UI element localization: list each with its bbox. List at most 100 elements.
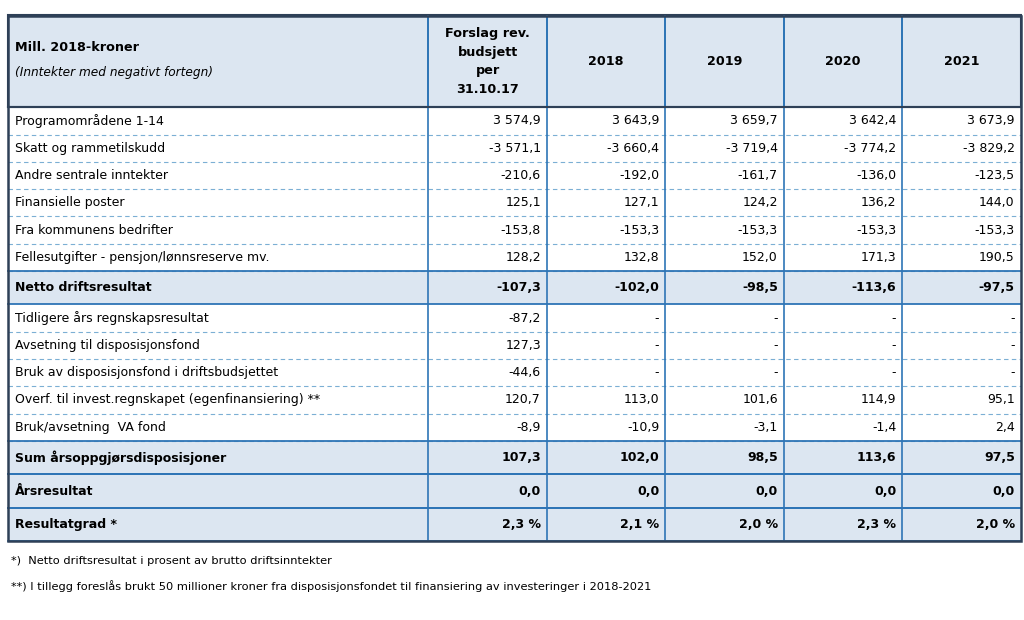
Text: per: per — [475, 64, 500, 77]
Text: *)  Netto driftsresultat i prosent av brutto driftsinntekter: *) Netto driftsresultat i prosent av bru… — [11, 556, 332, 566]
Text: Mill. 2018-kroner: Mill. 2018-kroner — [15, 42, 139, 54]
Text: 124,2: 124,2 — [742, 197, 778, 209]
Text: Skatt og rammetilskudd: Skatt og rammetilskudd — [15, 142, 166, 154]
Text: Avsetning til disposisjonsfond: Avsetning til disposisjonsfond — [15, 339, 201, 352]
Text: 3 643,9: 3 643,9 — [612, 115, 659, 127]
Bar — [8, 107, 1021, 135]
Text: Finansielle poster: Finansielle poster — [15, 197, 125, 209]
Text: 128,2: 128,2 — [505, 251, 541, 264]
Text: 2,4: 2,4 — [995, 421, 1015, 433]
Text: Sum årsoppgjørsdisposisjoner: Sum årsoppgjørsdisposisjoner — [15, 450, 226, 465]
Text: 127,3: 127,3 — [505, 339, 541, 352]
Text: Bruk av disposisjonsfond i driftsbudsjettet: Bruk av disposisjonsfond i driftsbudsjet… — [15, 366, 279, 379]
Text: -: - — [773, 312, 778, 324]
Text: -153,3: -153,3 — [737, 224, 778, 236]
Text: Resultatgrad *: Resultatgrad * — [15, 518, 118, 531]
Text: 2021: 2021 — [944, 55, 979, 68]
Text: Fellesutgifter - pensjon/lønnsreserve mv.: Fellesutgifter - pensjon/lønnsreserve mv… — [15, 251, 270, 264]
Bar — [8, 271, 1021, 304]
Text: Overf. til invest.regnskapet (egenfinansiering) **: Overf. til invest.regnskapet (egenfinans… — [15, 394, 321, 406]
Text: -: - — [773, 366, 778, 379]
Text: 114,9: 114,9 — [861, 394, 896, 406]
Text: -153,3: -153,3 — [620, 224, 659, 236]
Text: 0,0: 0,0 — [756, 485, 778, 497]
Bar — [8, 359, 1021, 386]
Text: -: - — [773, 339, 778, 352]
Text: -: - — [892, 339, 896, 352]
Text: 2019: 2019 — [707, 55, 742, 68]
Text: 31.10.17: 31.10.17 — [457, 83, 519, 95]
Text: -44,6: -44,6 — [509, 366, 541, 379]
Text: -: - — [1011, 339, 1015, 352]
Text: 2,0 %: 2,0 % — [738, 518, 778, 531]
Text: 107,3: 107,3 — [501, 451, 541, 464]
Bar — [8, 216, 1021, 244]
Text: 3 642,4: 3 642,4 — [849, 115, 896, 127]
Text: 98,5: 98,5 — [748, 451, 778, 464]
Text: -123,5: -123,5 — [975, 169, 1015, 182]
Text: budsjett: budsjett — [458, 46, 518, 58]
Text: -113,6: -113,6 — [852, 281, 896, 294]
Text: -1,4: -1,4 — [872, 421, 896, 433]
Text: -87,2: -87,2 — [509, 312, 541, 324]
Text: 0,0: 0,0 — [874, 485, 896, 497]
Text: -: - — [892, 312, 896, 324]
Text: Forslag rev.: Forslag rev. — [445, 27, 530, 40]
Text: -: - — [892, 366, 896, 379]
Text: -3,1: -3,1 — [754, 421, 778, 433]
Bar — [8, 474, 1021, 508]
Text: 101,6: 101,6 — [742, 394, 778, 406]
Text: 3 673,9: 3 673,9 — [968, 115, 1015, 127]
Text: -8,9: -8,9 — [516, 421, 541, 433]
Text: 171,3: 171,3 — [860, 251, 896, 264]
Text: 190,5: 190,5 — [979, 251, 1015, 264]
Bar — [8, 332, 1021, 359]
Text: -3 571,1: -3 571,1 — [488, 142, 541, 154]
Text: 2,3 %: 2,3 % — [502, 518, 541, 531]
Text: **) I tillegg foreslås brukt 50 millioner kroner fra disposisjonsfondet til fina: **) I tillegg foreslås brukt 50 millione… — [11, 580, 651, 592]
Text: -10,9: -10,9 — [627, 421, 659, 433]
Text: -: - — [654, 366, 659, 379]
Text: 113,6: 113,6 — [857, 451, 896, 464]
Text: 2018: 2018 — [589, 55, 624, 68]
Text: -136,0: -136,0 — [856, 169, 896, 182]
Text: -3 829,2: -3 829,2 — [963, 142, 1015, 154]
Text: Fra kommunens bedrifter: Fra kommunens bedrifter — [15, 224, 173, 236]
Text: 97,5: 97,5 — [984, 451, 1015, 464]
Text: -: - — [654, 339, 659, 352]
Text: 0,0: 0,0 — [992, 485, 1015, 497]
Text: -: - — [1011, 312, 1015, 324]
Text: 3 574,9: 3 574,9 — [494, 115, 541, 127]
Bar — [8, 304, 1021, 332]
Text: 95,1: 95,1 — [987, 394, 1015, 406]
Bar — [8, 508, 1021, 541]
Text: Andre sentrale inntekter: Andre sentrale inntekter — [15, 169, 168, 182]
Text: Bruk/avsetning  VA fond: Bruk/avsetning VA fond — [15, 421, 166, 433]
Text: Netto driftsresultat: Netto driftsresultat — [15, 281, 152, 294]
Text: -192,0: -192,0 — [620, 169, 659, 182]
Text: -3 774,2: -3 774,2 — [844, 142, 896, 154]
Text: -3 660,4: -3 660,4 — [607, 142, 659, 154]
Text: 0,0: 0,0 — [518, 485, 541, 497]
Text: 144,0: 144,0 — [979, 197, 1015, 209]
Text: 120,7: 120,7 — [505, 394, 541, 406]
Text: 152,0: 152,0 — [742, 251, 778, 264]
Text: Årsresultat: Årsresultat — [15, 485, 94, 497]
Text: 132,8: 132,8 — [624, 251, 659, 264]
Text: -107,3: -107,3 — [496, 281, 541, 294]
Bar — [8, 16, 1021, 107]
Text: (Inntekter med negativt fortegn): (Inntekter med negativt fortegn) — [15, 66, 213, 79]
Text: Tidligere års regnskapsresultat: Tidligere års regnskapsresultat — [15, 311, 209, 325]
Text: -97,5: -97,5 — [979, 281, 1015, 294]
Text: 2,0 %: 2,0 % — [976, 518, 1015, 531]
Text: Programområdene 1-14: Programområdene 1-14 — [15, 114, 164, 128]
Text: 3 659,7: 3 659,7 — [730, 115, 778, 127]
Text: -3 719,4: -3 719,4 — [726, 142, 778, 154]
Bar — [8, 244, 1021, 271]
Bar — [8, 16, 1021, 541]
Bar — [8, 441, 1021, 474]
Text: -210,6: -210,6 — [501, 169, 541, 182]
Text: -98,5: -98,5 — [742, 281, 778, 294]
Text: -: - — [1011, 366, 1015, 379]
Bar — [8, 414, 1021, 441]
